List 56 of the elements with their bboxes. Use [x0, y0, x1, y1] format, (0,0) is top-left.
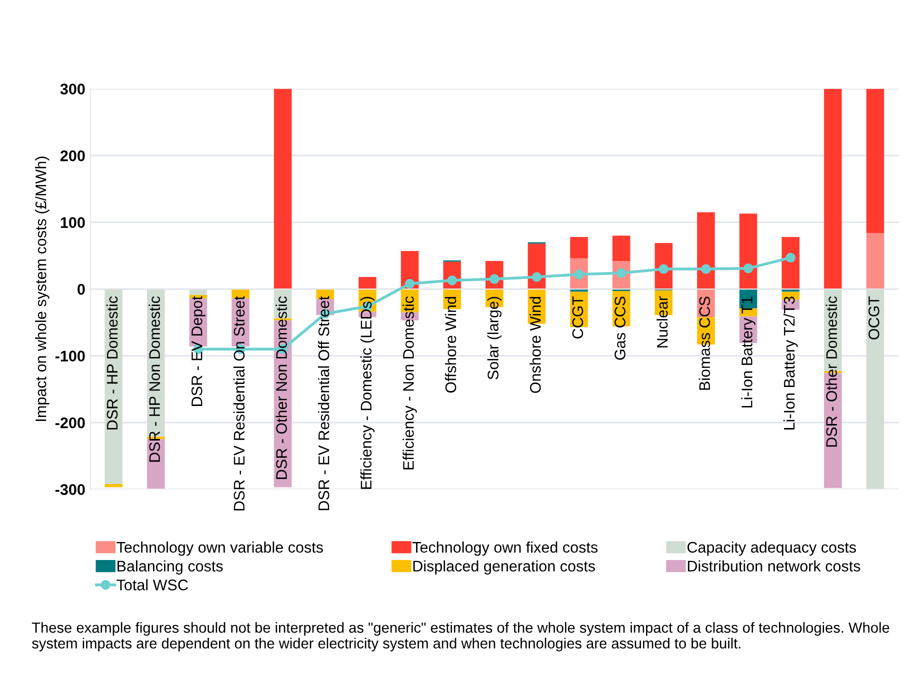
y-tick-label: -200 — [55, 417, 85, 428]
x-tick-label: Li-Ion Battery T2/T3 — [783, 296, 798, 430]
x-tick-label: CCGT — [572, 296, 584, 338]
y-axis-title: Impact on whole system costs (£/MWh) — [35, 156, 50, 421]
x-tick-label: Li-Ion Battery T1 — [741, 296, 756, 408]
x-tick-label: OCGT — [868, 296, 880, 340]
x-tick-label: Solar (large) — [487, 296, 502, 380]
x-tick-label: Efficiency - Non Domestic — [402, 296, 417, 470]
bar — [570, 236, 588, 258]
bar — [824, 88, 842, 290]
x-tick-label: DSR - EV Residential Off Street — [318, 296, 330, 510]
bar — [104, 484, 122, 488]
point — [532, 272, 542, 282]
bar — [358, 277, 376, 290]
x-tick-label: DSR - EV Depot — [191, 296, 206, 406]
x-tick-label: DSR - Other Domestic — [826, 296, 837, 447]
bar — [866, 232, 884, 290]
point — [404, 278, 415, 289]
x-tick-label: DSR - HP Non Domestic — [148, 296, 160, 462]
point — [786, 252, 796, 263]
bar — [358, 312, 376, 318]
legend-label: Balancing costs — [118, 560, 223, 575]
point — [658, 264, 669, 274]
legend-label: Distribution network costs — [688, 560, 860, 572]
bar — [274, 88, 292, 290]
x-tick-label: Gas CCS — [614, 296, 626, 360]
point — [701, 264, 711, 274]
bar — [189, 289, 208, 296]
x-tick-label: DSR - HP Domestic — [106, 296, 118, 430]
bar — [782, 236, 800, 290]
legend-label: Capacity adequacy costs — [687, 541, 856, 556]
x-tick-label: Biomass CCS — [698, 296, 710, 390]
bar — [104, 289, 122, 484]
x-tick-label: Nuclear — [656, 296, 668, 348]
bar — [612, 236, 630, 261]
y-tick-label: 300 — [60, 84, 85, 94]
point — [743, 263, 754, 274]
y-tick-label: 100 — [60, 217, 85, 228]
bar — [866, 88, 884, 233]
legend-label: Displaced generation costs — [413, 560, 595, 575]
bar — [697, 212, 715, 290]
y-tick-label: -100 — [55, 350, 85, 362]
x-tick-label: Efficiency - Domestic (LEDs) — [360, 296, 375, 489]
y-tick-label: -300 — [55, 484, 85, 496]
legend-label: Technology own fixed costs — [412, 541, 598, 556]
bar — [739, 214, 758, 290]
y-tick-label: 0 — [78, 284, 85, 295]
x-tick-label: Onshore Wind — [530, 296, 541, 393]
x-tick-label: DSR - EV Residential On Street — [233, 296, 245, 510]
legend-label: Technology own variable costs — [116, 541, 323, 556]
legend-label: Total WSC — [116, 579, 188, 590]
y-tick-label: 200 — [60, 150, 85, 162]
x-tick-label: DSR - Other Non Domestic — [276, 296, 287, 479]
text: These example figures should not be interpreted as "generic" estimates of the whole system impact of a class of technologies. Whole system impacts are dependent on the wider electricity system and when technologies are assumed to be built. — [32, 622, 890, 652]
bar — [866, 289, 884, 489]
x-tick-label: Offshore Wind — [444, 296, 456, 393]
